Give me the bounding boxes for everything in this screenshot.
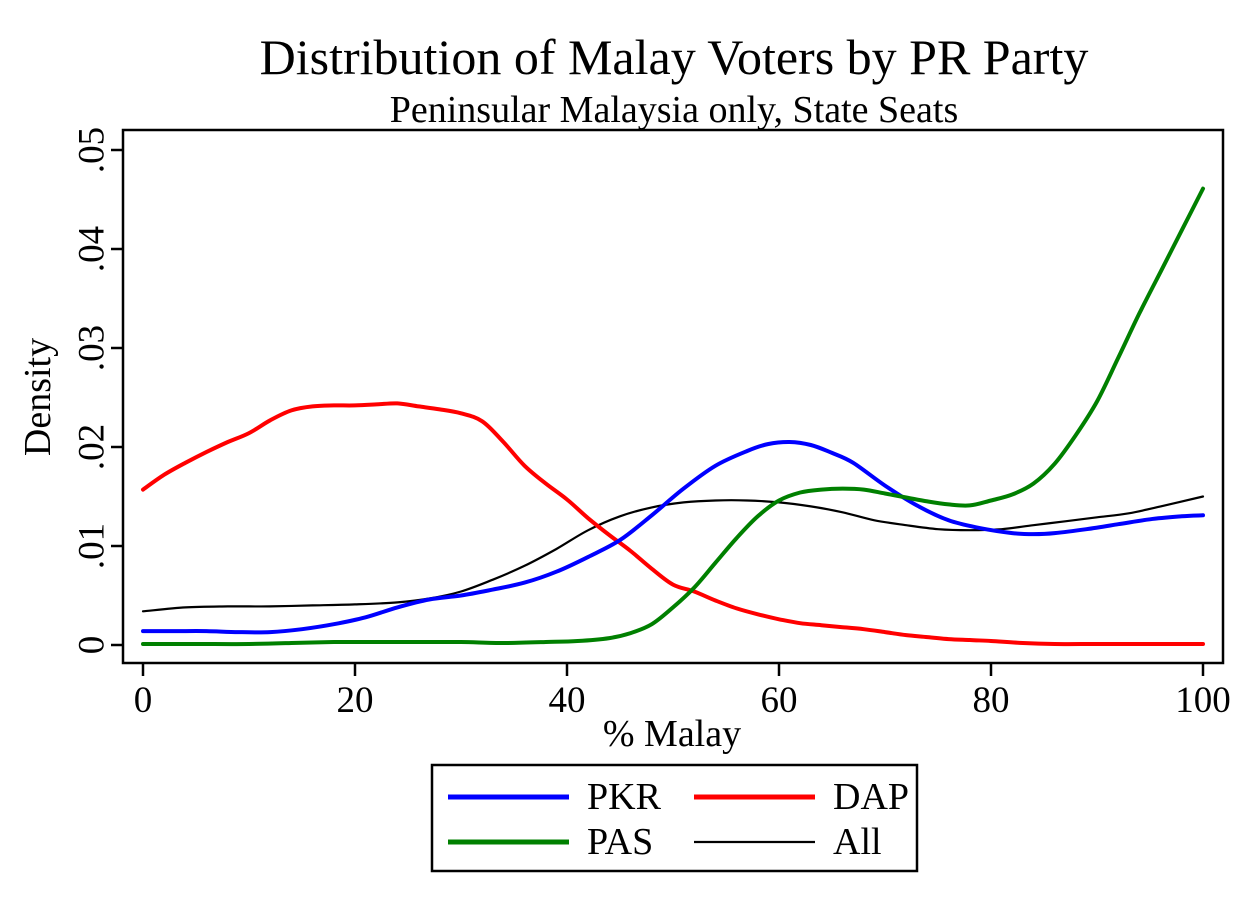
x-tick-label: 0 xyxy=(134,680,153,721)
legend: PKR DAP PAS All xyxy=(430,763,919,873)
y-tick-label: .03 xyxy=(72,325,113,371)
x-tick-label: 100 xyxy=(1175,680,1231,721)
x-tick-label: 80 xyxy=(973,680,1010,721)
x-tick-label: 40 xyxy=(549,680,586,721)
legend-label-PKR: PKR xyxy=(587,776,662,818)
chart-title: Distribution of Malay Voters by PR Party xyxy=(260,29,1089,85)
series-lines xyxy=(141,186,1205,647)
series-line-DAP xyxy=(141,401,1205,647)
y-axis-label: Density xyxy=(17,338,59,456)
chart-subtitle: Peninsular Malaysia only, State Seats xyxy=(390,89,959,131)
y-tick-label: 0 xyxy=(72,636,113,655)
x-axis-ticks: 0 20 40 60 80 100 xyxy=(134,663,1231,721)
y-tick-label: .05 xyxy=(72,127,113,173)
y-tick-label: .04 xyxy=(72,226,113,272)
y-axis-ticks: 0 .01 .02 .03 .04 .05 xyxy=(72,127,123,655)
legend-label-PAS: PAS xyxy=(587,821,653,863)
x-tick-label: 20 xyxy=(337,680,374,721)
x-axis-label: % Malay xyxy=(603,713,741,755)
legend-label-DAP: DAP xyxy=(833,776,909,818)
y-tick-label: .01 xyxy=(72,523,113,569)
series-line-PAS xyxy=(141,186,1205,647)
plot-box xyxy=(121,128,1225,665)
series-line-PKR xyxy=(141,439,1205,635)
legend-label-All: All xyxy=(833,821,882,863)
series-line-All xyxy=(141,495,1205,613)
legend-box xyxy=(430,763,919,873)
y-tick-label: .02 xyxy=(72,424,113,470)
x-tick-label: 60 xyxy=(761,680,798,721)
